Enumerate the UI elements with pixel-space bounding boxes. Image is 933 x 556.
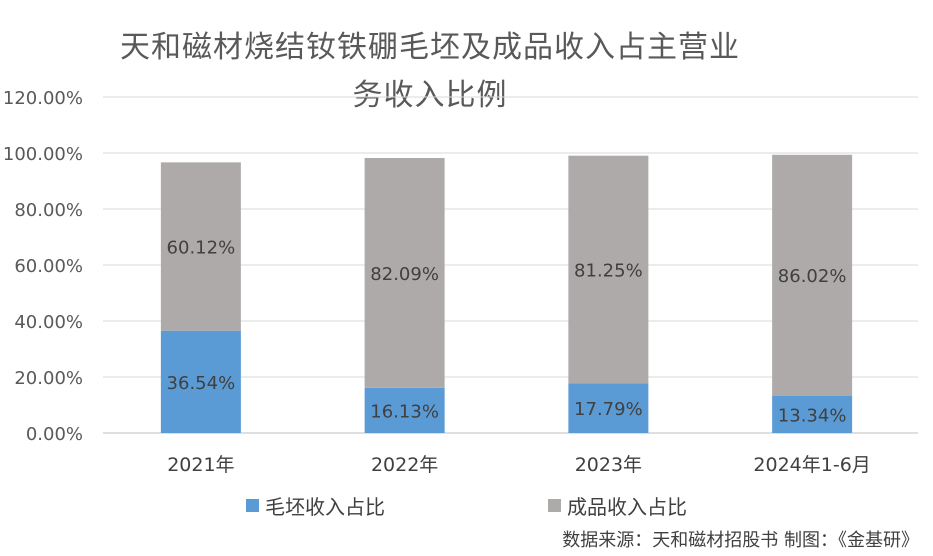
legend-item-finished: 成品收入占比 <box>548 491 687 520</box>
y-tick-label: 20.00% <box>14 368 83 389</box>
legend-label-finished: 成品收入占比 <box>567 495 687 519</box>
bar-finished <box>568 155 649 384</box>
data-label: 82.09% <box>370 264 439 285</box>
data-label: 60.12% <box>167 238 236 259</box>
bar-finished <box>772 154 853 396</box>
bar-finished <box>364 157 445 388</box>
y-tick-label: 40.00% <box>14 312 83 333</box>
x-tick-label: 2023年 <box>575 454 642 476</box>
legend-swatch-finished <box>548 499 561 512</box>
bar-rough <box>364 387 445 433</box>
data-label: 81.25% <box>574 260 643 281</box>
data-label: 16.13% <box>370 401 439 422</box>
data-label: 17.79% <box>574 399 643 420</box>
y-tick-label: 100.00% <box>3 144 83 165</box>
legend-item-rough: 毛坯收入占比 <box>246 491 385 520</box>
bar-rough <box>160 330 241 433</box>
bar-rough <box>772 395 853 433</box>
data-label: 13.34% <box>778 405 847 426</box>
chart-title-line-1: 天和磁材烧结钕铁硼毛坯及成品收入占主营业 <box>120 30 740 65</box>
bar-finished <box>160 162 241 331</box>
source-note: 数据来源：天和磁材招股书 制图：《金基研》 <box>562 530 919 551</box>
x-tick-label: 2022年 <box>371 454 438 476</box>
y-tick-label: 80.00% <box>14 200 83 221</box>
data-label: 86.02% <box>778 266 847 287</box>
y-tick-label: 60.00% <box>14 256 83 277</box>
chart-title-line-2: 务收入比例 <box>352 78 508 113</box>
y-tick-label: 0.00% <box>26 424 83 445</box>
legend-swatch-rough <box>246 499 259 512</box>
x-tick-label: 2021年 <box>167 454 234 476</box>
y-tick-label: 120.00% <box>3 88 83 109</box>
x-tick-label: 2024年1-6月 <box>753 454 870 476</box>
bar-rough <box>568 383 649 433</box>
data-label: 36.54% <box>167 373 236 394</box>
legend-label-rough: 毛坯收入占比 <box>265 495 385 519</box>
